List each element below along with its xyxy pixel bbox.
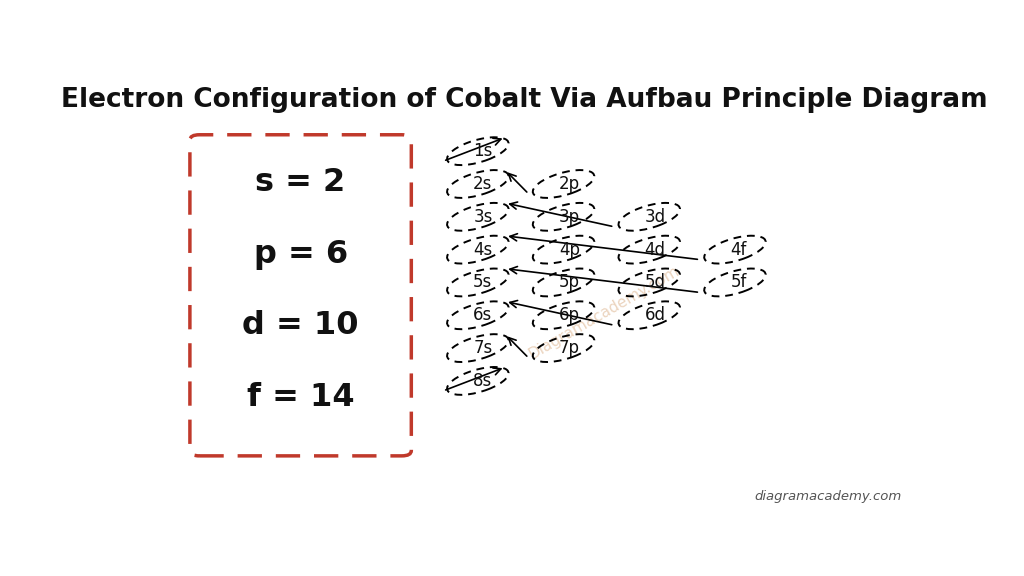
Text: 2p: 2p [559,175,580,193]
Text: 4f: 4f [730,241,746,259]
Text: 5s: 5s [473,274,493,291]
Text: 8s: 8s [473,372,493,390]
Text: 4d: 4d [645,241,666,259]
Text: 6p: 6p [559,306,580,324]
Text: diagramacademy.com: diagramacademy.com [755,490,902,503]
Text: 2s: 2s [473,175,493,193]
Text: Diagramacademy.com: Diagramacademy.com [526,264,682,362]
Text: p = 6: p = 6 [254,238,348,270]
Text: 4p: 4p [559,241,580,259]
Text: 6s: 6s [473,306,493,324]
Text: 3d: 3d [645,208,666,226]
Text: s = 2: s = 2 [255,166,346,198]
FancyBboxPatch shape [189,135,412,456]
Text: f = 14: f = 14 [247,382,354,413]
Text: Electron Configuration of Cobalt Via Aufbau Principle Diagram: Electron Configuration of Cobalt Via Auf… [61,87,988,113]
Text: 5d: 5d [645,274,666,291]
Text: 7s: 7s [473,339,493,357]
Text: 6d: 6d [645,306,666,324]
Text: 3s: 3s [473,208,493,226]
Text: d = 10: d = 10 [243,310,358,342]
Text: 7p: 7p [559,339,580,357]
Text: 5f: 5f [730,274,746,291]
Text: 4s: 4s [473,241,493,259]
Text: 3p: 3p [559,208,580,226]
Text: 1s: 1s [473,142,493,160]
Text: 5p: 5p [559,274,580,291]
